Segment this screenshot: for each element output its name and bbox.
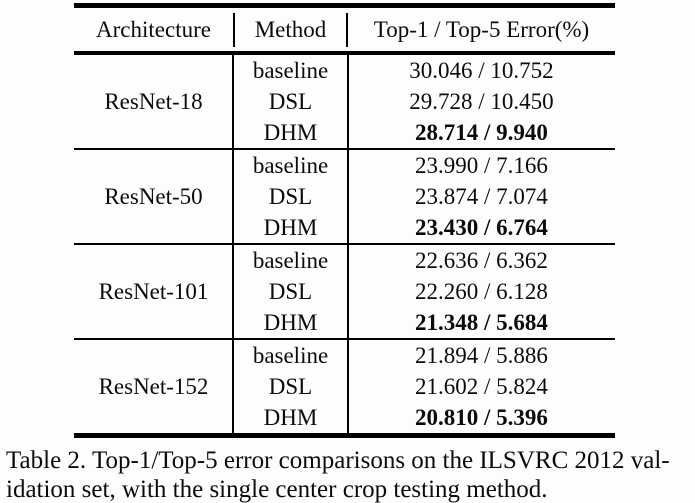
- table-bottom-rule: [74, 433, 615, 438]
- method-cell: baseline: [252, 153, 329, 178]
- method-cell: baseline: [252, 343, 329, 368]
- architecture-cell: ResNet-152: [98, 373, 209, 399]
- error-cell: 22.636 / 6.362: [415, 248, 548, 273]
- error-cell: 23.990 / 7.166: [415, 153, 548, 178]
- method-cell: DSL: [268, 184, 313, 209]
- error-column: 23.990 / 7.166 23.874 / 7.074 23.430 / 6…: [348, 150, 615, 243]
- table-group-resnet50: ResNet-50 baseline DSL DHM 23.990 / 7.16…: [74, 150, 615, 245]
- caption-line-1: Table 2. Top-1/Top-5 error comparisons o…: [6, 447, 670, 474]
- method-cell: baseline: [252, 58, 329, 83]
- method-column: baseline DSL DHM: [233, 245, 348, 338]
- table-body: ResNet-18 baseline DSL DHM 30.046 / 10.7…: [74, 55, 615, 433]
- method-cell: DHM: [263, 310, 318, 335]
- error-cell: 21.894 / 5.886: [415, 343, 548, 368]
- results-table: Architecture Method Top-1 / Top-5 Error(…: [74, 3, 615, 438]
- caption-line-2: idation set, with the single center crop…: [6, 476, 548, 503]
- method-cell: DSL: [268, 279, 313, 304]
- error-cell: 21.602 / 5.824: [415, 374, 548, 399]
- error-cell: 22.260 / 6.128: [415, 279, 548, 304]
- method-column: baseline DSL DHM: [233, 340, 348, 433]
- error-cell: 23.874 / 7.074: [415, 184, 548, 209]
- method-cell: DHM: [263, 405, 318, 430]
- column-divider-2: [347, 55, 349, 433]
- architecture-cell: ResNet-18: [104, 88, 203, 114]
- error-cell-best: 21.348 / 5.684: [415, 310, 548, 335]
- header-architecture: Architecture: [96, 16, 211, 42]
- table-caption: Table 2. Top-1/Top-5 error comparisons o…: [6, 446, 695, 503]
- architecture-cell: ResNet-101: [98, 278, 209, 304]
- method-column: baseline DSL DHM: [233, 55, 348, 148]
- method-cell: DSL: [268, 374, 313, 399]
- header-method: Method: [233, 12, 348, 47]
- error-cell-best: 28.714 / 9.940: [415, 120, 548, 145]
- table-group-resnet101: ResNet-101 baseline DSL DHM 22.636 / 6.3…: [74, 245, 615, 340]
- error-cell: 30.046 / 10.752: [409, 58, 554, 83]
- method-cell: DHM: [263, 120, 318, 145]
- error-column: 22.636 / 6.362 22.260 / 6.128 21.348 / 5…: [348, 245, 615, 338]
- method-cell: baseline: [252, 248, 329, 273]
- error-column: 21.894 / 5.886 21.602 / 5.824 20.810 / 5…: [348, 340, 615, 433]
- table-group-resnet152: ResNet-152 baseline DSL DHM 21.894 / 5.8…: [74, 340, 615, 433]
- error-cell-best: 20.810 / 5.396: [415, 405, 548, 430]
- table-top-rule: [74, 3, 615, 8]
- error-cell-best: 23.430 / 6.764: [415, 215, 548, 240]
- error-column: 30.046 / 10.752 29.728 / 10.450 28.714 /…: [348, 55, 615, 148]
- table-header-row: Architecture Method Top-1 / Top-5 Error(…: [74, 8, 615, 51]
- architecture-cell: ResNet-50: [104, 183, 203, 209]
- column-divider-1: [232, 55, 234, 433]
- table-header-rule: [74, 51, 615, 55]
- error-cell: 29.728 / 10.450: [409, 89, 554, 114]
- method-column: baseline DSL DHM: [233, 150, 348, 243]
- method-cell: DHM: [263, 215, 318, 240]
- method-cell: DSL: [268, 89, 313, 114]
- header-error: Top-1 / Top-5 Error(%): [373, 16, 590, 42]
- table-group-resnet18: ResNet-18 baseline DSL DHM 30.046 / 10.7…: [74, 55, 615, 150]
